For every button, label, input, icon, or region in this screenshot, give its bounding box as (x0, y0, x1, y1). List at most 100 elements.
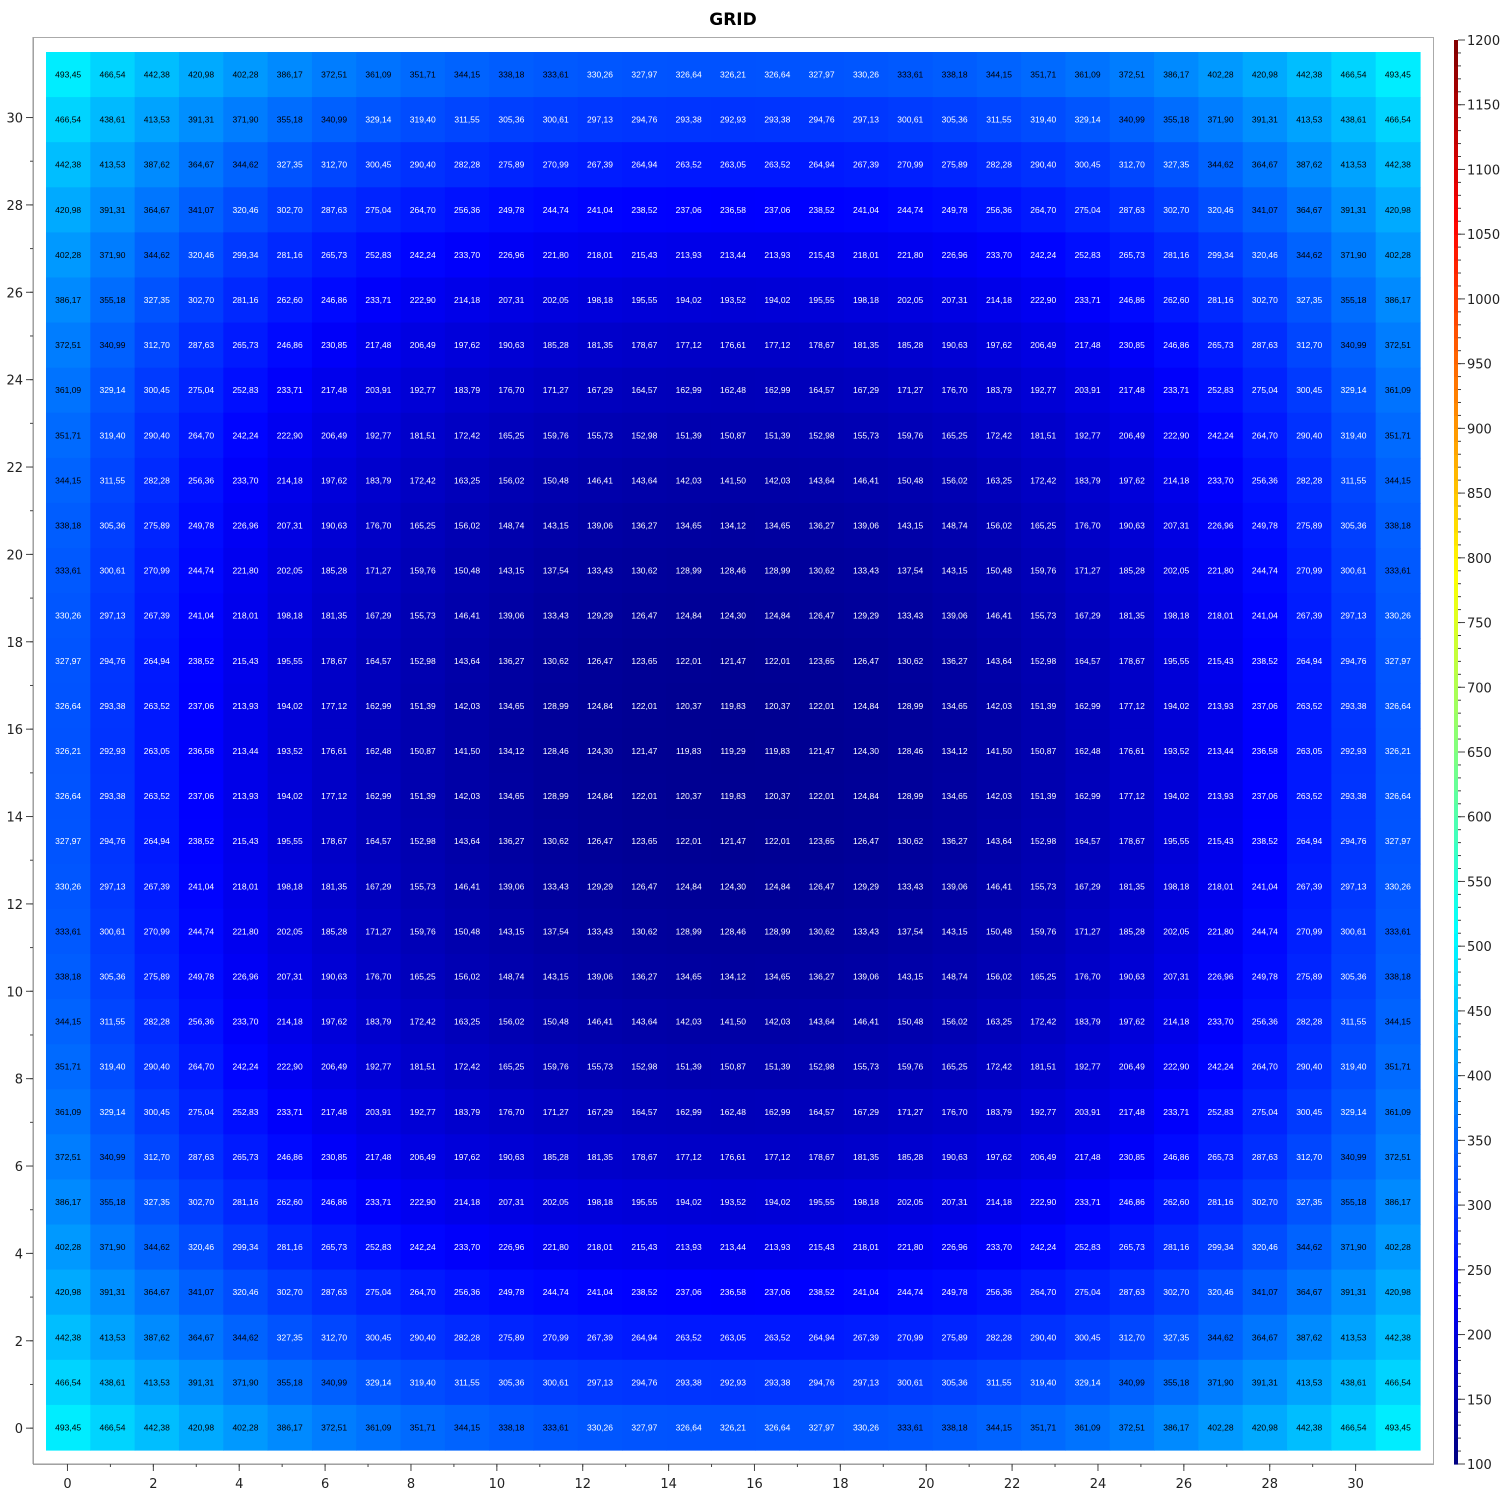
heatmap-cell (1331, 638, 1377, 684)
heatmap-cell (444, 908, 490, 955)
cell-value-label: 238,52 (188, 836, 214, 846)
cell-value-label: 438,61 (1341, 1377, 1367, 1387)
heatmap-cell (1198, 1224, 1244, 1271)
colorbar-segment (1454, 1179, 1458, 1193)
cell-value-label: 122,01 (809, 791, 835, 801)
heatmap-cell (356, 1179, 402, 1226)
cell-value-label: 391,31 (1341, 1287, 1367, 1297)
heatmap-cell (46, 818, 91, 865)
cell-value-label: 312,70 (144, 1152, 170, 1162)
heatmap-cell (311, 1404, 357, 1451)
heatmap-cell (489, 1134, 535, 1181)
colorbar-segment (1454, 1101, 1458, 1116)
heatmap-cell (90, 142, 136, 188)
cell-value-label: 139,06 (853, 971, 879, 981)
colorbar-segment (1454, 182, 1458, 196)
cell-value-label: 287,63 (321, 205, 347, 215)
cell-value-label: 238,52 (1252, 836, 1278, 846)
heatmap-cell (178, 1179, 224, 1226)
heatmap-cell (666, 863, 712, 910)
heatmap-cell (710, 1224, 756, 1271)
cell-value-label: 172,42 (1030, 1017, 1056, 1027)
heatmap-cell (134, 142, 180, 188)
cell-value-label: 344,15 (55, 1017, 81, 1027)
cell-value-label: 123,65 (631, 656, 657, 666)
heatmap-cell (267, 232, 313, 279)
cell-value-label: 371,90 (1208, 115, 1234, 125)
colorbar-segment (1454, 221, 1458, 235)
heatmap-cell (1242, 1269, 1288, 1316)
heatmap-cell (666, 457, 712, 504)
heatmap-cell (843, 232, 889, 279)
cell-value-label: 194,02 (764, 1197, 790, 1207)
cell-value-label: 120,37 (764, 701, 790, 711)
cell-value-label: 163,25 (454, 475, 480, 485)
heatmap-cell (1331, 863, 1377, 910)
cell-value-label: 290,40 (410, 160, 436, 170)
cell-value-label: 156,02 (498, 1017, 524, 1027)
cell-value-label: 364,67 (188, 160, 214, 170)
cell-value-label: 338,18 (1385, 971, 1411, 981)
heatmap-cell (267, 502, 313, 549)
cell-value-label: 282,28 (986, 160, 1012, 170)
cell-value-label: 300,45 (1075, 1332, 1101, 1342)
cell-value-label: 194,02 (676, 1197, 702, 1207)
x-tick-label: 26 (1176, 1477, 1193, 1492)
heatmap-cell (843, 728, 889, 775)
cell-value-label: 275,89 (144, 521, 170, 531)
heatmap-cell (976, 142, 1022, 188)
heatmap-cell (311, 187, 357, 233)
heatmap-cell (46, 863, 91, 910)
heatmap-cell (843, 999, 889, 1045)
cell-value-label: 215,43 (1208, 656, 1234, 666)
colorbar-segment (1454, 40, 1458, 54)
cell-value-label: 320,46 (1252, 1242, 1278, 1252)
heatmap-cell (1287, 457, 1332, 504)
cell-value-label: 275,04 (188, 1107, 214, 1117)
heatmap-cell (223, 773, 269, 820)
heatmap-cell (1331, 1224, 1377, 1271)
heatmap-cell (1198, 457, 1244, 504)
cell-value-label: 171,27 (543, 1107, 569, 1117)
cell-value-label: 340,99 (321, 115, 347, 125)
cell-value-label: 152,98 (631, 1062, 657, 1072)
cell-value-label: 181,35 (1119, 611, 1145, 621)
cell-value-label: 133,43 (543, 611, 569, 621)
heatmap-cell (134, 1269, 180, 1316)
heatmap-cell (622, 863, 668, 910)
heatmap-cell (400, 502, 446, 549)
heatmap-cell (1375, 818, 1421, 865)
heatmap-cell (666, 548, 712, 594)
heatmap-cell (710, 97, 756, 143)
heatmap-cell (90, 863, 136, 910)
cell-value-label: 156,02 (454, 521, 480, 531)
heatmap-cell (489, 773, 535, 820)
cell-value-label: 178,67 (809, 340, 835, 350)
colorbar-segment (1454, 1321, 1458, 1336)
cell-value-label: 185,28 (897, 340, 923, 350)
colorbar-segment (1454, 1347, 1458, 1362)
heatmap-cell (90, 457, 136, 504)
colorbar-segment (1454, 1075, 1458, 1090)
heatmap-cell (46, 1044, 91, 1090)
cell-value-label: 282,28 (986, 1332, 1012, 1342)
heatmap-cell (46, 1134, 91, 1181)
cell-value-label: 226,96 (1208, 521, 1234, 531)
cell-value-label: 122,01 (631, 791, 657, 801)
cell-value-label: 206,49 (1030, 1152, 1056, 1162)
colorbar-segment (1454, 648, 1458, 662)
heatmap-cell (311, 773, 357, 820)
cell-value-label: 327,97 (631, 70, 657, 80)
heatmap-cell (710, 232, 756, 279)
heatmap-cell (178, 953, 224, 1000)
heatmap-cell (46, 953, 91, 1000)
cell-value-label: 226,96 (232, 521, 258, 531)
heatmap-cell (1287, 1224, 1332, 1271)
cell-value-label: 238,52 (631, 1287, 657, 1297)
heatmap-cell (1198, 593, 1244, 639)
cell-value-label: 148,74 (942, 971, 968, 981)
heatmap-cell (755, 1314, 801, 1361)
heatmap-cell (932, 1269, 978, 1316)
cell-value-label: 151,39 (676, 1062, 702, 1072)
cell-value-label: 300,61 (99, 566, 125, 576)
